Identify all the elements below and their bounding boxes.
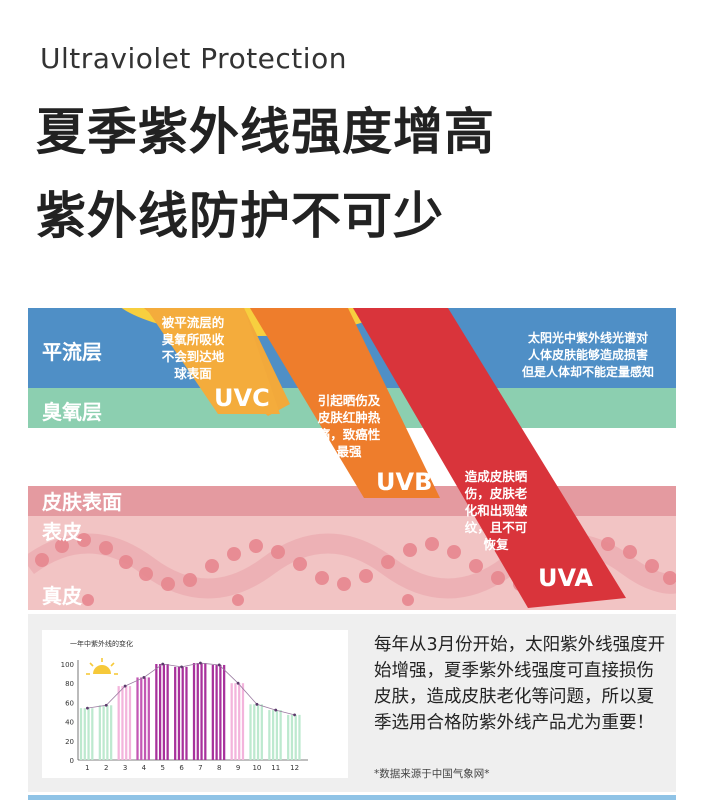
chart-card: 一年中紫外线的变化 0 20 40 60 80 100 1 2 3 4 5 6 7 8 9 10 11 12 xyxy=(42,630,348,778)
x-tick-label: 11 xyxy=(271,764,280,772)
bar xyxy=(79,708,94,760)
uva-ray xyxy=(353,308,626,608)
y-tick-label: 20 xyxy=(65,738,74,746)
data-point xyxy=(293,713,296,717)
bar xyxy=(249,704,263,760)
x-tick-label: 10 xyxy=(252,764,261,772)
sun-icon xyxy=(86,658,118,684)
bar xyxy=(230,683,245,760)
uvc-note: 被平流层的 臭氧所吸收 不会到达地 球表面 xyxy=(161,315,225,381)
x-tick-label: 3 xyxy=(123,764,127,772)
title-en: Ultraviolet Protection xyxy=(40,42,347,75)
bar xyxy=(268,710,282,760)
data-point xyxy=(142,676,146,679)
y-tick-label: 100 xyxy=(61,661,74,669)
x-tick-label: 12 xyxy=(290,764,299,772)
label-ozone: 臭氧层 xyxy=(42,400,102,424)
x-tick-label: 2 xyxy=(104,764,108,772)
bottom-strip xyxy=(28,795,676,800)
uvc-label: UVC xyxy=(214,384,270,412)
y-tick-label: 60 xyxy=(65,699,74,707)
data-point xyxy=(86,706,89,710)
y-tick-label: 40 xyxy=(65,719,74,727)
data-point xyxy=(236,681,240,685)
data-point xyxy=(255,702,259,706)
x-tick-label: 1 xyxy=(85,764,89,772)
label-stratosphere: 平流层 xyxy=(42,340,102,364)
label-dermis: 真皮 xyxy=(42,584,82,608)
label-epidermis: 表皮 xyxy=(42,520,82,544)
y-tick-label: 80 xyxy=(65,680,74,688)
chart-title: 一年中紫外线的变化 xyxy=(70,639,133,648)
x-tick-label: 7 xyxy=(198,764,202,772)
label-skin-surface: 皮肤表面 xyxy=(42,490,122,514)
rays-and-cells xyxy=(28,308,676,608)
x-tick-label: 9 xyxy=(236,764,240,772)
bar xyxy=(211,664,226,760)
data-point xyxy=(217,663,221,667)
bar xyxy=(174,666,188,760)
data-source-note: *数据来源于中国气象网* xyxy=(374,768,490,780)
wave-line xyxy=(28,533,676,599)
uvc-ray-body xyxy=(146,308,280,414)
x-tick-label: 5 xyxy=(161,764,165,772)
data-point xyxy=(161,662,165,666)
data-point xyxy=(104,703,108,707)
uvb-ray xyxy=(250,308,440,498)
data-point xyxy=(274,708,278,712)
bar xyxy=(287,714,301,760)
x-tick-label: 6 xyxy=(179,764,184,772)
uva-note: 造成皮肤晒 伤，皮肤老 化和出现皱 纹，且不可 恢复 xyxy=(464,469,528,552)
sun-note: 太阳光中紫外线光谱对 人体皮肤能够造成损害 但是人体却不能定量感知 xyxy=(521,331,654,379)
title-line-2: 紫外线防护不可少 xyxy=(36,187,444,245)
y-tick-label: 0 xyxy=(70,757,74,765)
data-point xyxy=(180,665,183,669)
data-point xyxy=(123,684,127,688)
bar xyxy=(98,705,113,760)
bar xyxy=(136,677,150,760)
bar xyxy=(155,664,169,760)
x-tick-label: 4 xyxy=(142,764,147,772)
x-tick-label: 8 xyxy=(217,764,221,772)
bar xyxy=(117,686,132,760)
uv-layer-diagram: 平流层 臭氧层 皮肤表面 表皮 真皮 被平流层的 臭氧所吸收 不会到达地 球表面… xyxy=(28,308,676,610)
data-point xyxy=(199,661,202,665)
trend-line xyxy=(87,662,295,716)
uva-label: UVA xyxy=(538,564,594,592)
description-text: 每年从3月份开始，太阳紫外线强度开始增强，夏季紫外线强度可直接损伤皮肤，造成皮肤… xyxy=(374,635,666,733)
title-line-1: 夏季紫外线强度增高 xyxy=(36,103,495,161)
uvb-label: UVB xyxy=(376,468,433,496)
uvb-note: 引起晒伤及 皮肤红肿热 痛，致癌性 最强 xyxy=(317,393,381,459)
bar xyxy=(192,663,207,760)
bottom-section: 一年中紫外线的变化 0 20 40 60 80 100 1 2 3 4 5 6 7 8 9 10 11 12 每年… xyxy=(28,614,676,792)
